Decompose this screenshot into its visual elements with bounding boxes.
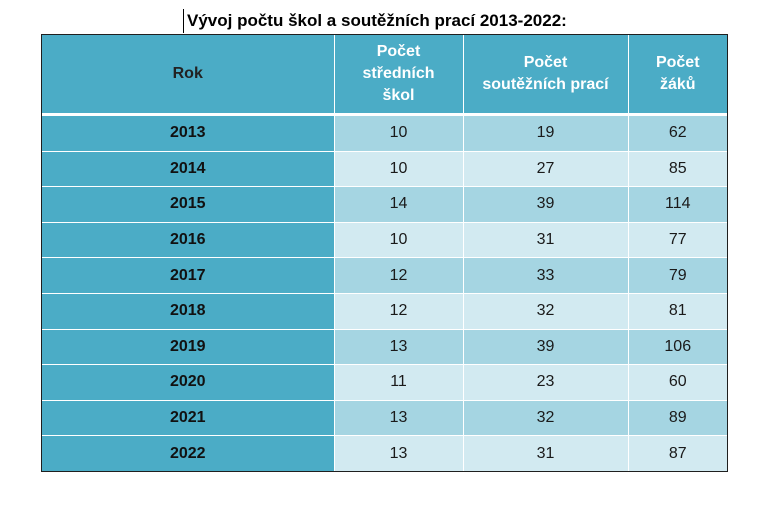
schools-cell: 13 (333, 399, 463, 436)
works-cell: 27 (462, 150, 628, 187)
table-row: 2020 11 23 60 (42, 364, 727, 401)
table-row: 2015 14 39 114 (42, 186, 727, 223)
students-cell: 81 (627, 292, 727, 330)
schools-cell: 10 (333, 221, 463, 258)
schools-cell: 13 (333, 328, 463, 365)
table-row: 2022 13 31 87 (42, 435, 727, 471)
stats-table: Rok Počet středních škol Počet soutěžníc… (41, 34, 728, 472)
header-row: Rok Počet středních škol Počet soutěžníc… (42, 35, 727, 116)
students-cell: 79 (627, 257, 727, 294)
header-students-line2: žáků (659, 76, 696, 93)
header-works: Počet soutěžních prací (462, 35, 628, 116)
table-row: 2018 12 32 81 (42, 292, 727, 330)
works-cell: 39 (462, 328, 628, 365)
students-cell: 106 (627, 328, 727, 365)
schools-cell: 12 (333, 257, 463, 294)
works-cell: 32 (462, 292, 628, 330)
table-title: Vývoj počtu škol a soutěžních prací 2013… (183, 9, 567, 33)
year-cell: 2022 (42, 435, 334, 471)
year-cell: 2018 (42, 292, 334, 330)
students-cell: 114 (627, 186, 727, 223)
year-cell: 2019 (42, 328, 334, 365)
year-cell: 2014 (42, 150, 334, 187)
header-schools: Počet středních škol (333, 35, 463, 116)
table-row: 2017 12 33 79 (42, 257, 727, 294)
table-row: 2021 13 32 89 (42, 399, 727, 436)
works-cell: 19 (462, 114, 628, 152)
works-cell: 39 (462, 186, 628, 223)
students-cell: 85 (627, 150, 727, 187)
header-year: Rok (42, 35, 334, 116)
students-cell: 87 (627, 435, 727, 471)
table-row: 2019 13 39 106 (42, 328, 727, 365)
year-cell: 2021 (42, 399, 334, 436)
table-row: 2014 10 27 85 (42, 150, 727, 187)
table-row: 2013 10 19 62 (42, 114, 727, 152)
students-cell: 60 (627, 364, 727, 401)
works-cell: 31 (462, 221, 628, 258)
table-row: 2016 10 31 77 (42, 221, 727, 258)
schools-cell: 11 (333, 364, 463, 401)
works-cell: 32 (462, 399, 628, 436)
students-cell: 62 (627, 114, 727, 152)
year-cell: 2020 (42, 364, 334, 401)
year-cell: 2015 (42, 186, 334, 223)
schools-cell: 10 (333, 114, 463, 152)
year-cell: 2013 (42, 114, 334, 152)
schools-cell: 13 (333, 435, 463, 471)
students-cell: 89 (627, 399, 727, 436)
header-schools-line1: Počet (376, 43, 421, 60)
header-works-line2: soutěžních prací (482, 76, 609, 93)
header-works-line1: Počet (523, 54, 568, 71)
works-cell: 33 (462, 257, 628, 294)
year-cell: 2017 (42, 257, 334, 294)
header-students: Počet žáků (627, 35, 727, 116)
schools-cell: 12 (333, 292, 463, 330)
schools-cell: 10 (333, 150, 463, 187)
schools-cell: 14 (333, 186, 463, 223)
header-schools-line3: škol (382, 87, 415, 104)
works-cell: 23 (462, 364, 628, 401)
works-cell: 31 (462, 435, 628, 471)
header-year-label: Rok (172, 65, 203, 82)
header-schools-line2: středních (362, 65, 435, 82)
header-students-line1: Počet (655, 54, 700, 71)
year-cell: 2016 (42, 221, 334, 258)
students-cell: 77 (627, 221, 727, 258)
